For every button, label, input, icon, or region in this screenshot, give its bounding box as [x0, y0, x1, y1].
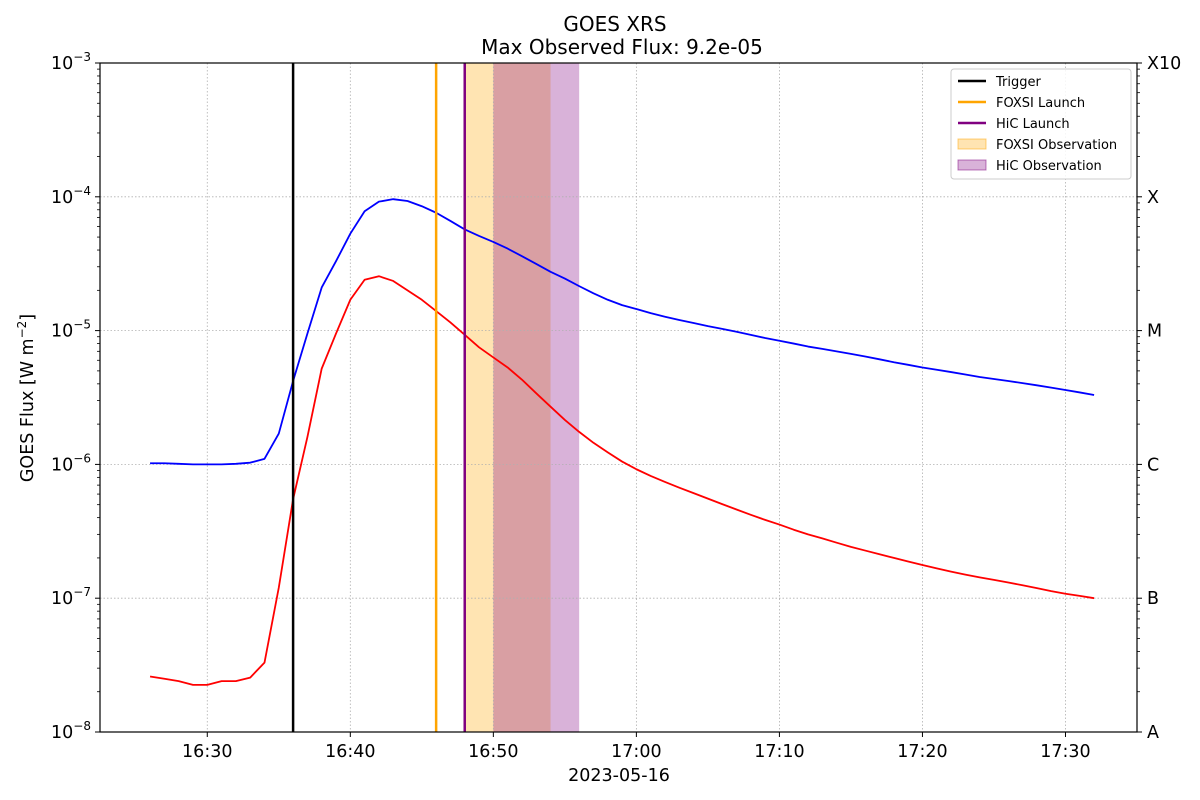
hic-observation-legend-swatch [957, 159, 987, 171]
flux-series [149, 198, 1095, 686]
y-tick-base: 10 [51, 723, 73, 743]
y-axis-ticks: 10−810−710−610−510−410−3 [51, 50, 100, 743]
legend: Trigger FOXSI Launch HiC Launch FOXSI Obser… [950, 68, 1132, 180]
y-tick-exponent: −8 [73, 719, 91, 733]
y-tick-label: 10−3 [51, 50, 91, 74]
flare-class-label: C [1147, 455, 1159, 475]
chart-title: GOES XRS [563, 12, 666, 36]
x-tick-label: 17:10 [754, 742, 804, 762]
foxsi-observation-legend-label: FOXSI Observation [996, 138, 1117, 153]
y-tick-exponent: −6 [73, 451, 91, 465]
x-axis-label: 2023-05-16 [568, 766, 670, 786]
event-lines [291, 63, 466, 732]
y-tick-exponent: −5 [73, 318, 91, 332]
y-axis-label-close: ] [18, 314, 38, 321]
hic-observation-span [493, 63, 580, 732]
y-tick-label: 10−6 [51, 451, 91, 475]
flare-class-axis: A B C M X X10 [1137, 54, 1181, 743]
y-tick-label: 10−8 [51, 719, 91, 743]
trigger-legend-label: Trigger [995, 75, 1041, 90]
y-tick-exponent: −3 [73, 50, 91, 64]
x-axis-ticks: 16:30 16:40 16:50 17:00 17:10 17:20 17:30 [182, 732, 1091, 762]
x-tick-label: 16:50 [468, 742, 518, 762]
foxsi-observation-span [464, 63, 551, 732]
y-axis-label-exponent: −2 [15, 321, 29, 339]
foxsi-launch-legend-label: FOXSI Launch [996, 96, 1085, 111]
x-tick-label: 16:30 [182, 742, 232, 762]
y-tick-base: 10 [51, 589, 73, 609]
hic-launch-legend-label: HiC Launch [996, 117, 1070, 132]
x-tick-label: 17:20 [897, 742, 947, 762]
x-tick-label: 17:30 [1040, 742, 1090, 762]
foxsi-observation-legend-swatch [957, 138, 987, 150]
observation-spans [464, 63, 580, 732]
y-axis-label-main: GOES Flux [W m [18, 338, 38, 482]
y-tick-base: 10 [51, 322, 73, 342]
x-tick-label: 16:40 [325, 742, 375, 762]
flux-series-line-2 [149, 275, 1095, 686]
flux-series-line-1 [150, 198, 1095, 466]
y-tick-base: 10 [51, 54, 73, 74]
y-tick-base: 10 [51, 188, 73, 208]
legend-box [950, 68, 1132, 180]
y-tick-label: 10−5 [51, 318, 91, 342]
y-tick-label: 10−4 [51, 184, 91, 208]
y-tick-label: 10−7 [51, 585, 91, 609]
plot-frame [99, 62, 1138, 733]
y-axis-label: GOES Flux [W m−2] [15, 314, 38, 482]
flare-class-label: X [1147, 188, 1159, 208]
legend-items: Trigger FOXSI Launch HiC Launch FOXSI Obser… [957, 75, 1117, 174]
y-tick-base: 10 [51, 455, 73, 475]
y-tick-exponent: −4 [73, 184, 91, 198]
flare-class-label: B [1147, 589, 1159, 609]
flare-class-label: M [1147, 322, 1162, 342]
x-tick-label: 17:00 [611, 742, 661, 762]
flare-class-label: A [1147, 723, 1159, 743]
flare-class-label: X10 [1147, 54, 1181, 74]
y-tick-exponent: −7 [73, 585, 91, 599]
hic-observation-legend-label: HiC Observation [996, 159, 1102, 174]
chart-subtitle: Max Observed Flux: 9.2e-05 [481, 35, 763, 59]
